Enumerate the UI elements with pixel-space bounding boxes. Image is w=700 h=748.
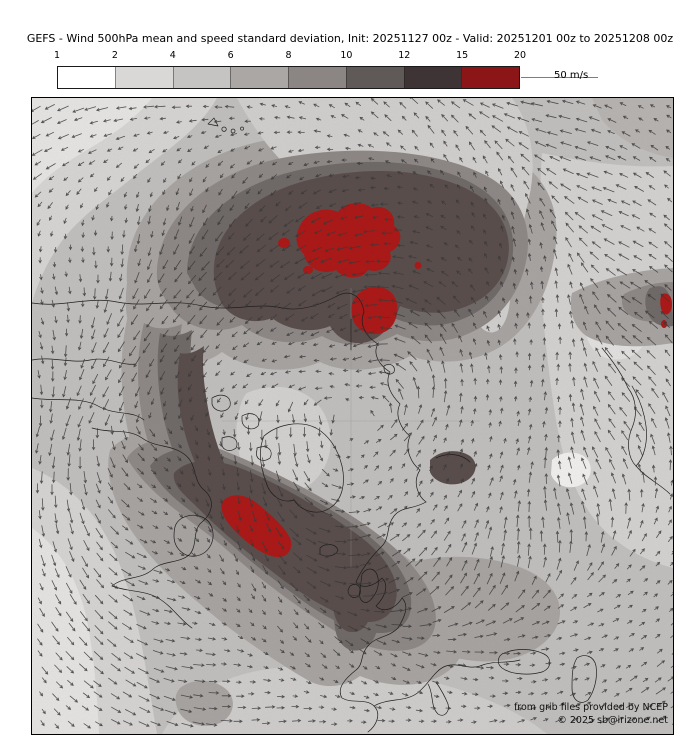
colorbar-segment (114, 67, 173, 88)
colorbar-tick: 12 (398, 50, 411, 61)
reference-vector-line (521, 77, 598, 78)
wind-vector-field (32, 98, 673, 729)
colorbar-segment (172, 67, 231, 88)
colorbar-tick: 6 (227, 50, 234, 61)
map-panel: from grib files provided by NCEP © 2025 … (31, 97, 674, 735)
figure-title: GEFS - Wind 500hPa mean and speed standa… (26, 32, 674, 45)
texture-overlay (32, 98, 673, 734)
reference-vector-label: 50 m/s (554, 70, 589, 81)
colorbar-segment (345, 67, 404, 88)
colorbar-tick-labels: 1 2 4 6 8 10 12 15 20 (53, 50, 526, 62)
colorbar-segment (461, 67, 519, 88)
colorbar-tick: 2 (111, 50, 118, 61)
credit-copyright: © 2025 sb@irizone.net (557, 715, 668, 726)
colorbar-segment (403, 67, 462, 88)
colorbar-tick: 15 (456, 50, 469, 61)
colorbar-tick: 10 (340, 50, 353, 61)
map-canvas (32, 98, 673, 734)
colorbar-segment (288, 67, 346, 88)
colorbar-tick: 1 (53, 50, 61, 61)
colorbar-tick: 4 (169, 50, 176, 61)
colorbar-segment (230, 67, 288, 88)
colorbar-segment (58, 67, 115, 88)
colorbar-tick: 8 (285, 50, 292, 61)
colorbar-tick: 20 (513, 50, 527, 61)
credit-source: from grib files provided by NCEP (513, 702, 668, 713)
colorbar (57, 66, 520, 89)
